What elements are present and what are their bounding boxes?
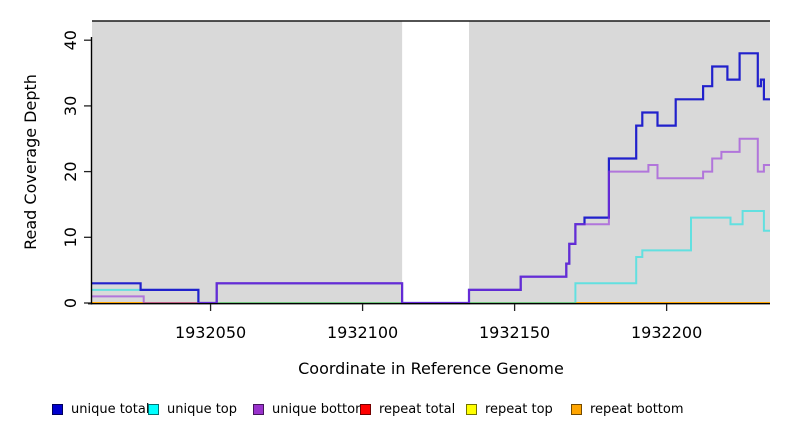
axes: 1932050 1932100 1932150 1932200 0 10 20 30 40 (61, 30, 770, 342)
x-tick-label: 1932050 (175, 323, 246, 342)
legend-swatch-icon (360, 403, 371, 415)
legend: unique total unique top unique bottom repea… (0, 399, 792, 421)
y-tick-label: 20 (61, 161, 80, 181)
legend-label: repeat top (485, 401, 553, 417)
legend-label: repeat bottom (590, 401, 684, 417)
legend-label: unique bottom (272, 401, 368, 417)
x-tick-label: 1932100 (327, 323, 398, 342)
legend-item-repeat-total: repeat total (360, 399, 455, 419)
y-tick-label: 40 (61, 30, 80, 50)
legend-label: unique total (71, 401, 150, 417)
legend-swatch-icon (148, 403, 159, 415)
legend-swatch-icon (52, 403, 63, 415)
legend-swatch-icon (571, 403, 582, 415)
y-tick-label: 0 (61, 298, 80, 308)
legend-item-repeat-top: repeat top (466, 399, 553, 419)
legend-swatch-icon (466, 403, 477, 415)
x-tick-label: 1932150 (479, 323, 550, 342)
x-axis-label: Coordinate in Reference Genome (298, 359, 564, 378)
legend-label: unique top (167, 401, 238, 417)
y-tick-label: 10 (61, 227, 80, 247)
legend-item-repeat-bottom: repeat bottom (571, 399, 684, 419)
x-tick-label: 1932200 (631, 323, 702, 342)
legend-item-unique-bottom: unique bottom (253, 399, 368, 419)
legend-item-unique-total: unique total (52, 399, 149, 419)
masked-no-data-region (402, 21, 470, 302)
y-axis-label: Read Coverage Depth (21, 74, 40, 250)
plot-panel (92, 20, 770, 303)
legend-swatch-icon (253, 403, 264, 415)
y-tick-label: 30 (61, 96, 80, 116)
legend-item-unique-top: unique top (148, 399, 237, 419)
series-unique-bottom (92, 137, 770, 304)
legend-label: repeat total (379, 401, 456, 417)
